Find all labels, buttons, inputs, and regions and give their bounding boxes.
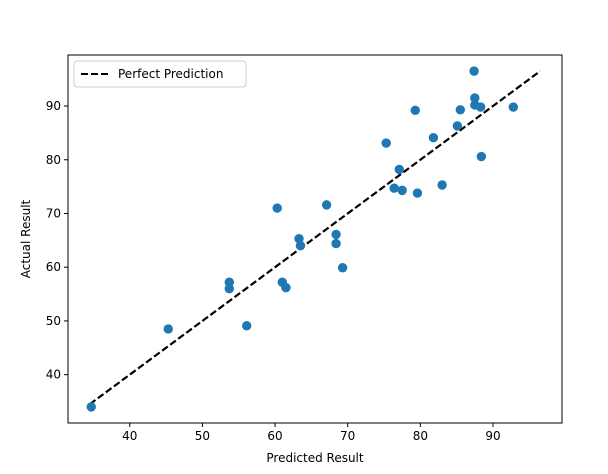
data-point bbox=[452, 121, 463, 131]
data-point bbox=[394, 164, 404, 175]
y-axis-ticks: 40 50 60 70 80 90 bbox=[46, 99, 68, 382]
y-tick-label: 40 bbox=[46, 368, 61, 382]
data-point bbox=[224, 277, 234, 287]
data-point bbox=[294, 234, 304, 244]
data-point bbox=[397, 185, 407, 196]
x-axis-ticks: 40 50 60 70 80 90 bbox=[122, 423, 501, 443]
data-point bbox=[437, 180, 447, 190]
data-point bbox=[410, 105, 420, 116]
x-tick-label: 40 bbox=[122, 429, 137, 443]
perfect-prediction-line bbox=[89, 70, 541, 406]
x-tick-label: 90 bbox=[485, 429, 500, 443]
y-tick-label: 90 bbox=[46, 99, 61, 113]
data-point bbox=[224, 283, 234, 294]
reference-line-group bbox=[89, 70, 541, 406]
data-point bbox=[331, 238, 341, 249]
y-tick-label: 70 bbox=[46, 206, 61, 220]
data-point bbox=[295, 241, 306, 251]
data-points bbox=[86, 66, 519, 412]
data-point bbox=[470, 93, 480, 103]
x-axis-label: Predicted Result bbox=[266, 451, 364, 465]
data-point bbox=[321, 200, 332, 210]
data-point bbox=[476, 151, 487, 162]
data-point bbox=[475, 102, 486, 112]
data-point bbox=[381, 138, 391, 148]
y-tick-label: 50 bbox=[46, 314, 61, 328]
data-point bbox=[281, 282, 291, 293]
data-point bbox=[331, 229, 341, 240]
legend-label: Perfect Prediction bbox=[118, 67, 223, 81]
data-point bbox=[337, 263, 348, 273]
data-point bbox=[469, 66, 479, 76]
legend-box bbox=[73, 60, 247, 88]
x-tick-label: 60 bbox=[267, 429, 282, 443]
data-point bbox=[508, 102, 519, 112]
data-point bbox=[242, 321, 252, 331]
data-point bbox=[412, 188, 423, 198]
x-tick-label: 80 bbox=[413, 429, 428, 443]
data-point bbox=[86, 402, 96, 412]
y-tick-label: 80 bbox=[46, 153, 61, 167]
axes-frame bbox=[67, 54, 563, 424]
data-point bbox=[272, 203, 282, 213]
x-tick-label: 50 bbox=[195, 429, 210, 443]
x-tick-label: 70 bbox=[340, 429, 355, 443]
data-point bbox=[163, 324, 173, 334]
data-point bbox=[428, 133, 439, 143]
legend: Perfect Prediction bbox=[73, 60, 247, 88]
y-axis-label: Actual Result bbox=[19, 199, 33, 278]
y-tick-label: 60 bbox=[46, 260, 61, 274]
data-point bbox=[389, 183, 399, 193]
data-point bbox=[455, 105, 465, 115]
